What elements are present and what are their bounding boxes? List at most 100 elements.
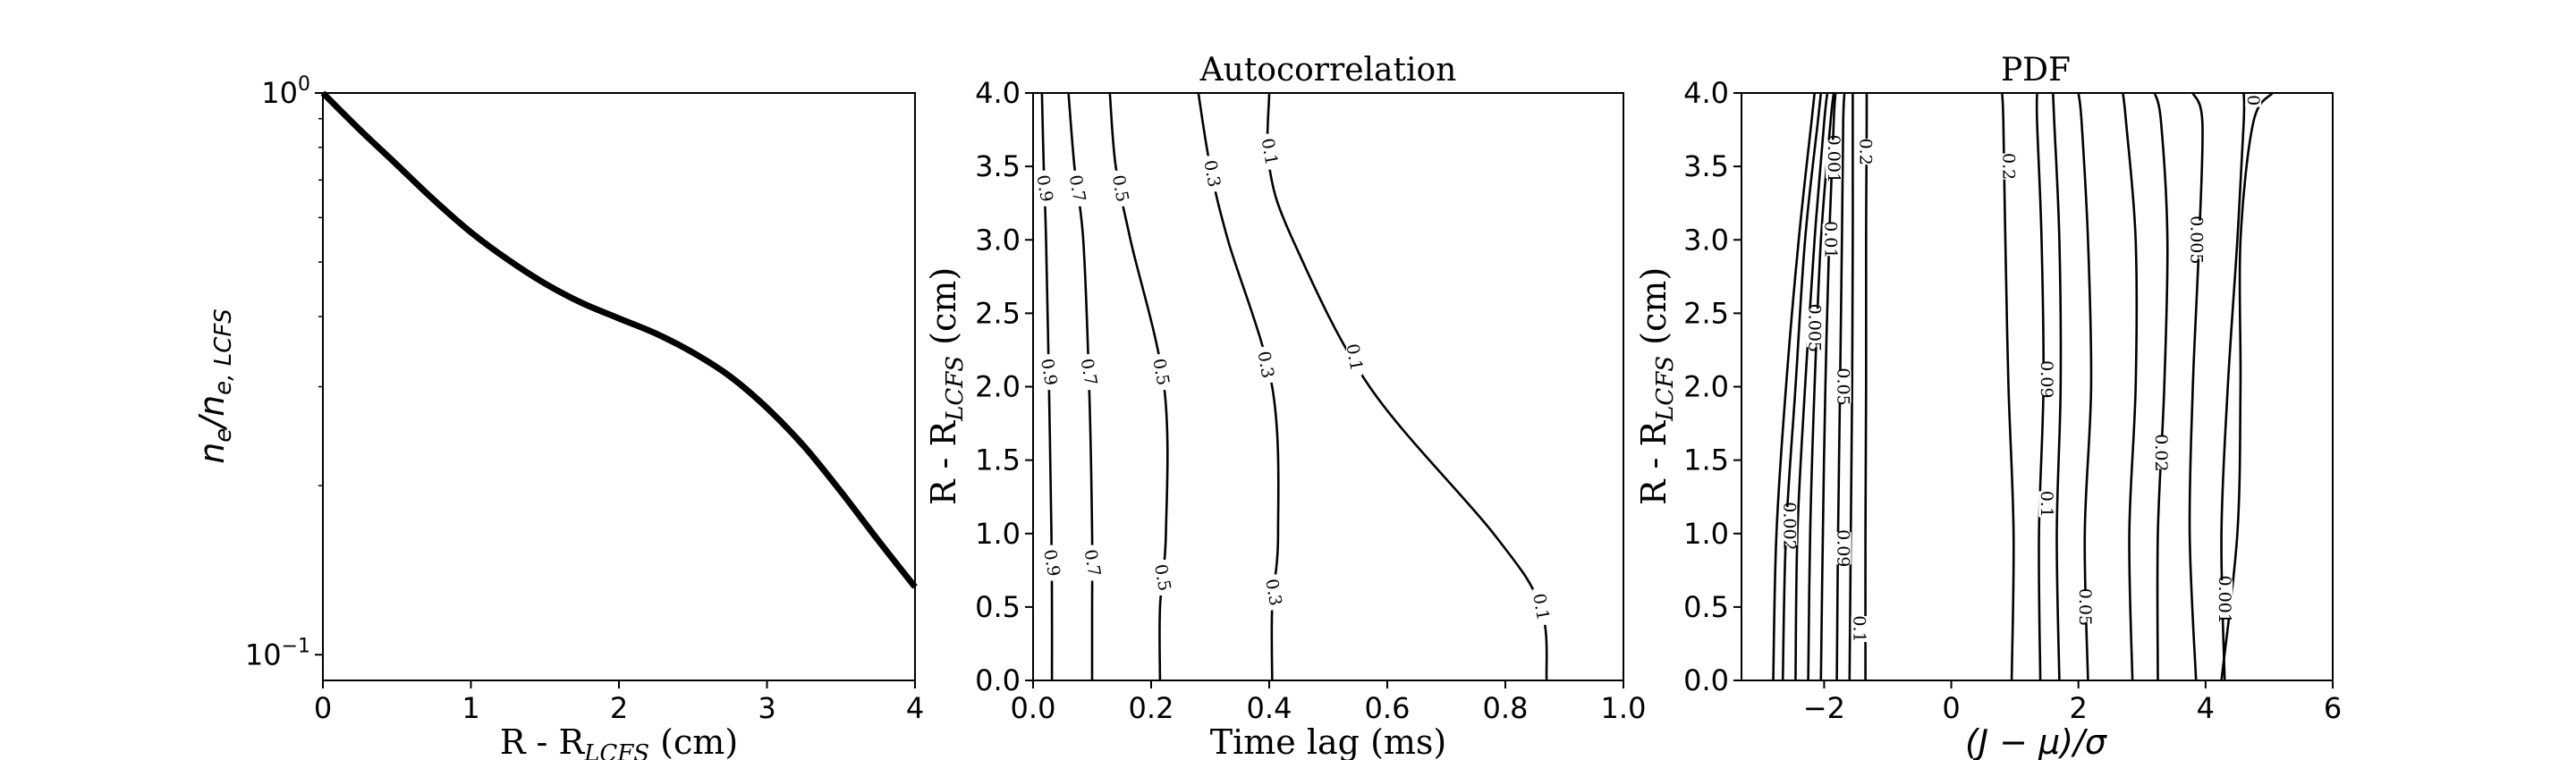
contour-line [2052, 92, 2063, 681]
contour-label: 0.001 [1824, 135, 1843, 183]
contour-label-gap [1112, 170, 1129, 207]
series-line [320, 90, 918, 589]
y-axis-label: R - RLCFS (cm) [924, 267, 969, 505]
x-tick-label: 0.6 [1365, 691, 1411, 725]
y-tick-label: 2.5 [975, 296, 1021, 330]
contour-line [2153, 92, 2169, 681]
y-tick-label: 1.5 [1683, 443, 1729, 477]
contour-label-gap [1781, 507, 1798, 546]
contour-label: 0.09 [2037, 360, 2056, 398]
contour-label: 0.5 [1148, 357, 1173, 387]
y-tick-label: 0.0 [975, 663, 1021, 697]
contour-label-gap [1822, 224, 1839, 257]
x-axis-label: (J − μ)/σ [1965, 722, 2108, 760]
y-tick-label: 4.0 [975, 76, 1021, 110]
contour-label: 0.9 [1037, 357, 1061, 387]
x-tick-label: −2 [1803, 691, 1845, 725]
x-tick-label: 3 [758, 691, 775, 725]
contour-label-gap [1857, 139, 1874, 165]
y-tick-label: 2.0 [975, 370, 1021, 404]
contour-label-gap [2216, 580, 2233, 620]
contour-label-gap [2076, 590, 2093, 623]
contour-label-gap [1532, 588, 1549, 625]
contour-label-gap [1040, 354, 1057, 391]
contour-label: 0.05 [1834, 367, 1853, 405]
contour-label-gap [1835, 532, 1852, 565]
y-tick-label: 0.5 [975, 590, 1021, 624]
contour-label: 0.7 [1080, 548, 1105, 578]
contour-line [2035, 92, 2046, 681]
axes-frame [1032, 92, 1624, 681]
contour-label-gap [2038, 491, 2055, 518]
axes-frame [1741, 92, 2334, 681]
contour-label-gap [1069, 170, 1086, 207]
x-tick-label: 0.8 [1483, 691, 1529, 725]
x-tick-label: 1 [462, 691, 479, 725]
contour-label-gap [2038, 363, 2055, 396]
contour-label: 0.2 [1856, 139, 1876, 165]
y-tick-label: 4.0 [1683, 76, 1729, 110]
contour-label-gap [2245, 93, 2262, 107]
y-axis-label: ne/ne, LCFS [192, 308, 237, 464]
contour-label: 0.005 [2186, 215, 2206, 264]
contour-line [1864, 92, 1868, 681]
y-tick-label: 1.0 [975, 517, 1021, 551]
contour-label: 0.1 [2037, 491, 2056, 518]
y-tick-label: 3.5 [975, 149, 1021, 183]
contour-label: 0.7 [1077, 357, 1101, 387]
contour-line [2077, 92, 2093, 681]
contour-label-gap [1851, 616, 1868, 643]
contour-label: 0.5 [1150, 562, 1174, 593]
contour-label: 0.9 [1032, 173, 1056, 204]
contour-label-gap [1154, 560, 1171, 596]
y-tick-label: 3.5 [1683, 149, 1729, 183]
contour-label-gap [1084, 545, 1100, 581]
contour-label: 0.1 [1258, 137, 1282, 167]
contour-label-gap [1203, 156, 1220, 192]
x-tick-label: 4 [2197, 691, 2215, 725]
y-tick-label: 10−1 [245, 635, 310, 671]
contour-label: 0.002 [1779, 502, 1799, 550]
y-tick-label: 0.0 [1683, 663, 1729, 697]
contour-line [2122, 92, 2139, 681]
contour-label: 0.1 [1849, 615, 1868, 642]
pdf-contour-plot: PDF −2 0 2 4 6 0.0 0.5 1.0 1.5 2.0 2.5 3.0 3.5 4.0 0.… [1634, 52, 2342, 760]
contour-label: 0.3 [1253, 350, 1277, 380]
x-tick-label: 0.2 [1129, 691, 1174, 725]
y-axis-label: R - RLCFS (cm) [1634, 267, 1679, 505]
contour-label-gap [2188, 220, 2205, 259]
x-tick-label: 0.0 [1011, 691, 1056, 725]
y-tick-label: 3.0 [1683, 223, 1729, 257]
x-axis-label: Time lag (ms) [1210, 722, 1447, 760]
contour-label-gap [1257, 346, 1274, 383]
contour-label-gap [1261, 133, 1277, 170]
contour-label: 0.7 [1065, 173, 1089, 204]
contour-label-gap [1265, 574, 1282, 611]
x-tick-label: 4 [906, 691, 924, 725]
contour-label: 0.05 [2075, 588, 2095, 626]
x-tick-label: 2 [2070, 691, 2088, 725]
contour-label-gap [1806, 308, 1823, 348]
y-tick-label: 1.0 [1683, 517, 1729, 551]
contour-label-gap [1826, 139, 1843, 179]
contour-label: 0.3 [1200, 158, 1224, 189]
contour-label: 0.1 [1529, 592, 1553, 622]
y-tick-label: 2.0 [1683, 370, 1729, 404]
contour-label: 0.005 [1805, 304, 1825, 352]
contour-label: 0.02 [2151, 434, 2171, 471]
contour-label-gap [1036, 170, 1053, 207]
contour-line [2220, 92, 2274, 681]
plot-area [320, 90, 918, 589]
x-tick-label: 0 [1942, 691, 1960, 725]
contour-label: 0.09 [1834, 529, 1853, 567]
x-tick-label: 0 [314, 691, 332, 725]
y-tick-label: 100 [261, 73, 310, 110]
contour-line [1772, 92, 1816, 681]
contour-label: 0.5 [1108, 173, 1132, 204]
contour-label: 0.1 [1343, 342, 1367, 373]
contour-line [2001, 92, 2015, 681]
autocorrelation-contour-plot: Autocorrelation 0.0 0.2 0.4 0.6 0.8 1.0 0.0 0.5… [924, 52, 1646, 760]
contour-line [1819, 92, 1837, 681]
contour-line [1781, 92, 1823, 681]
